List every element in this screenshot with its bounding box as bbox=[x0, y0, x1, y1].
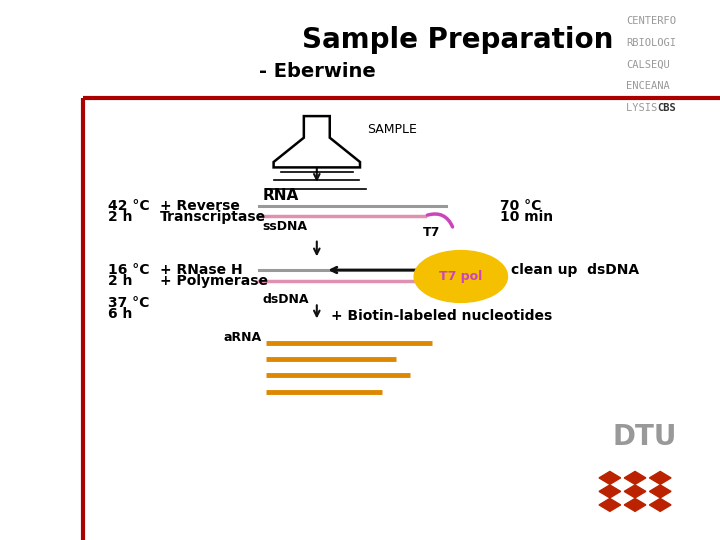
Text: clean up  dsDNA: clean up dsDNA bbox=[511, 263, 639, 277]
Text: DTU: DTU bbox=[612, 423, 677, 451]
Text: 42 °C: 42 °C bbox=[108, 199, 150, 213]
Text: 16 °C: 16 °C bbox=[108, 263, 150, 277]
Text: + Polymerase: + Polymerase bbox=[160, 274, 268, 288]
Text: RBIOLOGI: RBIOLOGI bbox=[626, 38, 676, 48]
Text: CBS: CBS bbox=[657, 103, 676, 113]
Text: SAMPLE: SAMPLE bbox=[367, 123, 417, 136]
Text: + RNase H: + RNase H bbox=[160, 263, 243, 277]
Polygon shape bbox=[649, 498, 671, 511]
Ellipse shape bbox=[414, 251, 508, 302]
Polygon shape bbox=[599, 471, 621, 484]
Text: CALSEQU: CALSEQU bbox=[626, 59, 670, 70]
Text: Transcriptase: Transcriptase bbox=[160, 210, 266, 224]
Text: 70 °C: 70 °C bbox=[500, 199, 541, 213]
Polygon shape bbox=[624, 485, 646, 498]
Text: T7 pol: T7 pol bbox=[439, 270, 482, 283]
Text: 10 min: 10 min bbox=[500, 210, 554, 224]
Polygon shape bbox=[599, 498, 621, 511]
Text: Sample Preparation: Sample Preparation bbox=[302, 26, 613, 55]
Text: 2 h: 2 h bbox=[108, 274, 132, 288]
Text: dsDNA: dsDNA bbox=[263, 293, 310, 306]
Polygon shape bbox=[624, 471, 646, 484]
Polygon shape bbox=[624, 498, 646, 511]
Polygon shape bbox=[599, 485, 621, 498]
Text: 37 °C: 37 °C bbox=[108, 296, 149, 310]
Polygon shape bbox=[649, 485, 671, 498]
Text: + Reverse: + Reverse bbox=[160, 199, 240, 213]
Text: ssDNA: ssDNA bbox=[263, 220, 308, 233]
Text: LYSIS: LYSIS bbox=[626, 103, 664, 113]
Text: 2 h: 2 h bbox=[108, 210, 132, 224]
Polygon shape bbox=[649, 471, 671, 484]
Text: RNA: RNA bbox=[263, 188, 299, 203]
Text: ENCEANA: ENCEANA bbox=[626, 81, 670, 91]
Text: CENTERFO: CENTERFO bbox=[626, 16, 676, 26]
Text: aRNA: aRNA bbox=[223, 331, 261, 344]
Text: + Biotin-labeled nucleotides: + Biotin-labeled nucleotides bbox=[331, 309, 552, 323]
Text: - Eberwine: - Eberwine bbox=[259, 62, 376, 81]
Text: 6 h: 6 h bbox=[108, 307, 132, 321]
Text: T7: T7 bbox=[423, 226, 441, 239]
